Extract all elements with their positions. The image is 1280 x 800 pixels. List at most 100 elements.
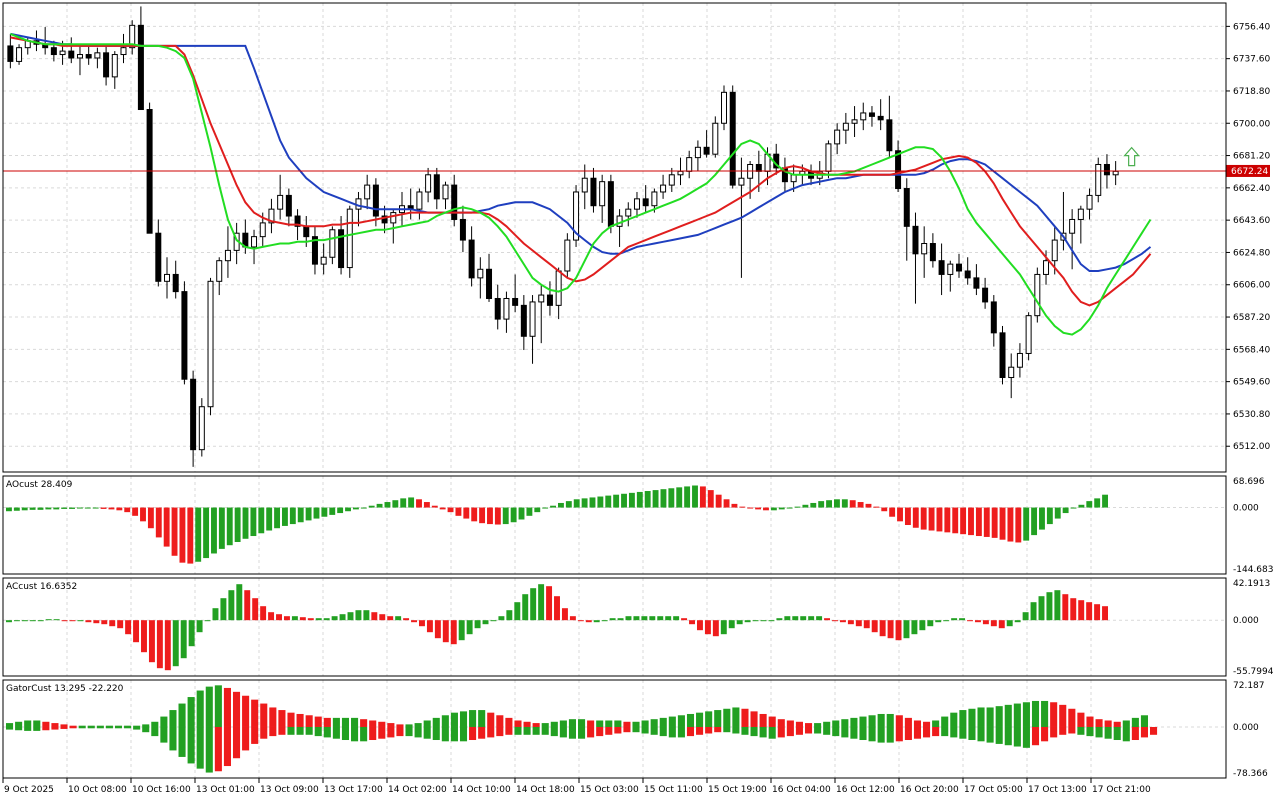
candle[interactable] (607, 174, 614, 234)
candle[interactable] (912, 212, 919, 304)
candle[interactable] (999, 325, 1006, 385)
candle[interactable] (433, 167, 440, 210)
candle[interactable] (103, 44, 110, 86)
candle[interactable] (372, 178, 379, 227)
candle[interactable] (68, 37, 75, 64)
candle[interactable] (773, 143, 780, 175)
candle[interactable] (242, 219, 249, 254)
gator-pane[interactable]: 72.187 0.000 -78.366 GatorCust 13.295 -22.2… (2, 679, 1268, 779)
candle[interactable] (886, 95, 893, 158)
candle[interactable] (546, 281, 553, 316)
candle[interactable] (233, 222, 240, 265)
candle[interactable] (903, 178, 910, 261)
candle[interactable] (895, 140, 902, 192)
candle[interactable] (390, 209, 397, 244)
candle[interactable] (573, 185, 580, 247)
candle[interactable] (120, 33, 127, 64)
candle[interactable] (251, 229, 258, 265)
candle[interactable] (416, 188, 423, 220)
candle[interactable] (1060, 191, 1067, 251)
candle[interactable] (721, 85, 728, 131)
candle[interactable] (16, 44, 23, 65)
candle[interactable] (198, 398, 205, 457)
candle[interactable] (947, 260, 954, 292)
candle[interactable] (1095, 157, 1102, 203)
ac-pane[interactable]: 42.1913 0.000 -55.7994 ACcust 16.6352 (2, 577, 1274, 677)
candle[interactable] (877, 99, 884, 131)
candle[interactable] (129, 20, 136, 55)
candle[interactable] (503, 291, 510, 333)
candle[interactable] (581, 164, 588, 210)
candle[interactable] (451, 174, 458, 227)
candle[interactable] (842, 112, 849, 144)
candle[interactable] (311, 226, 318, 275)
candle[interactable] (329, 226, 336, 265)
candle[interactable] (686, 150, 693, 179)
candle[interactable] (364, 174, 371, 210)
candle[interactable] (564, 233, 571, 278)
candle[interactable] (285, 188, 292, 227)
candle[interactable] (7, 33, 14, 69)
candle[interactable] (381, 205, 388, 234)
candle[interactable] (33, 30, 40, 52)
candle[interactable] (590, 167, 597, 213)
candle[interactable] (486, 253, 493, 302)
candle[interactable] (712, 116, 719, 158)
candle[interactable] (155, 219, 162, 287)
candle[interactable] (137, 6, 144, 111)
candle[interactable] (224, 226, 231, 278)
candle[interactable] (1069, 209, 1076, 270)
candle[interactable] (964, 257, 971, 285)
candle[interactable] (599, 174, 606, 223)
candle[interactable] (355, 191, 362, 227)
candle[interactable] (1086, 188, 1093, 220)
candle[interactable] (76, 45, 83, 76)
candle[interactable] (860, 102, 867, 131)
candle[interactable] (982, 277, 989, 309)
candle[interactable] (990, 295, 997, 347)
candle[interactable] (181, 281, 188, 385)
candle[interactable] (729, 85, 736, 189)
candle[interactable] (1008, 353, 1015, 399)
candle[interactable] (668, 167, 675, 192)
candle[interactable] (346, 205, 353, 278)
candle[interactable] (616, 209, 623, 247)
candle[interactable] (1077, 205, 1084, 244)
candle[interactable] (111, 51, 118, 89)
candle[interactable] (172, 260, 179, 299)
candle[interactable] (512, 274, 519, 313)
candle[interactable] (216, 257, 223, 296)
candle[interactable] (955, 253, 962, 278)
candle[interactable] (538, 284, 545, 344)
candle[interactable] (921, 226, 928, 278)
candle[interactable] (146, 102, 153, 234)
price-pane[interactable]: 6756.40 6737.60 6718.80 6700.00 6681.20 6662.… (2, 2, 1270, 473)
candle[interactable] (1112, 161, 1119, 186)
candle[interactable] (529, 295, 536, 364)
candle[interactable] (468, 226, 475, 287)
candle[interactable] (207, 277, 214, 416)
candle[interactable] (494, 284, 501, 330)
candle[interactable] (338, 216, 345, 275)
ao-pane[interactable]: 68.696 0.000 -144.683 AOcust 28.409 (2, 475, 1273, 575)
candle[interactable] (825, 140, 832, 179)
candle[interactable] (407, 188, 414, 220)
candle[interactable] (973, 264, 980, 296)
candle[interactable] (277, 174, 284, 220)
candle[interactable] (320, 243, 327, 275)
candle[interactable] (703, 130, 710, 158)
candle[interactable] (164, 257, 171, 299)
candle[interactable] (851, 106, 858, 137)
candle[interactable] (929, 233, 936, 268)
candle[interactable] (555, 267, 562, 320)
candle[interactable] (625, 202, 632, 227)
candle[interactable] (834, 123, 841, 155)
candle[interactable] (268, 198, 275, 234)
candle[interactable] (94, 47, 101, 69)
candle[interactable] (1025, 312, 1032, 361)
candle[interactable] (1034, 267, 1041, 323)
candle[interactable] (85, 44, 92, 65)
candle[interactable] (660, 174, 667, 199)
candle[interactable] (938, 243, 945, 296)
candle[interactable] (642, 185, 649, 213)
